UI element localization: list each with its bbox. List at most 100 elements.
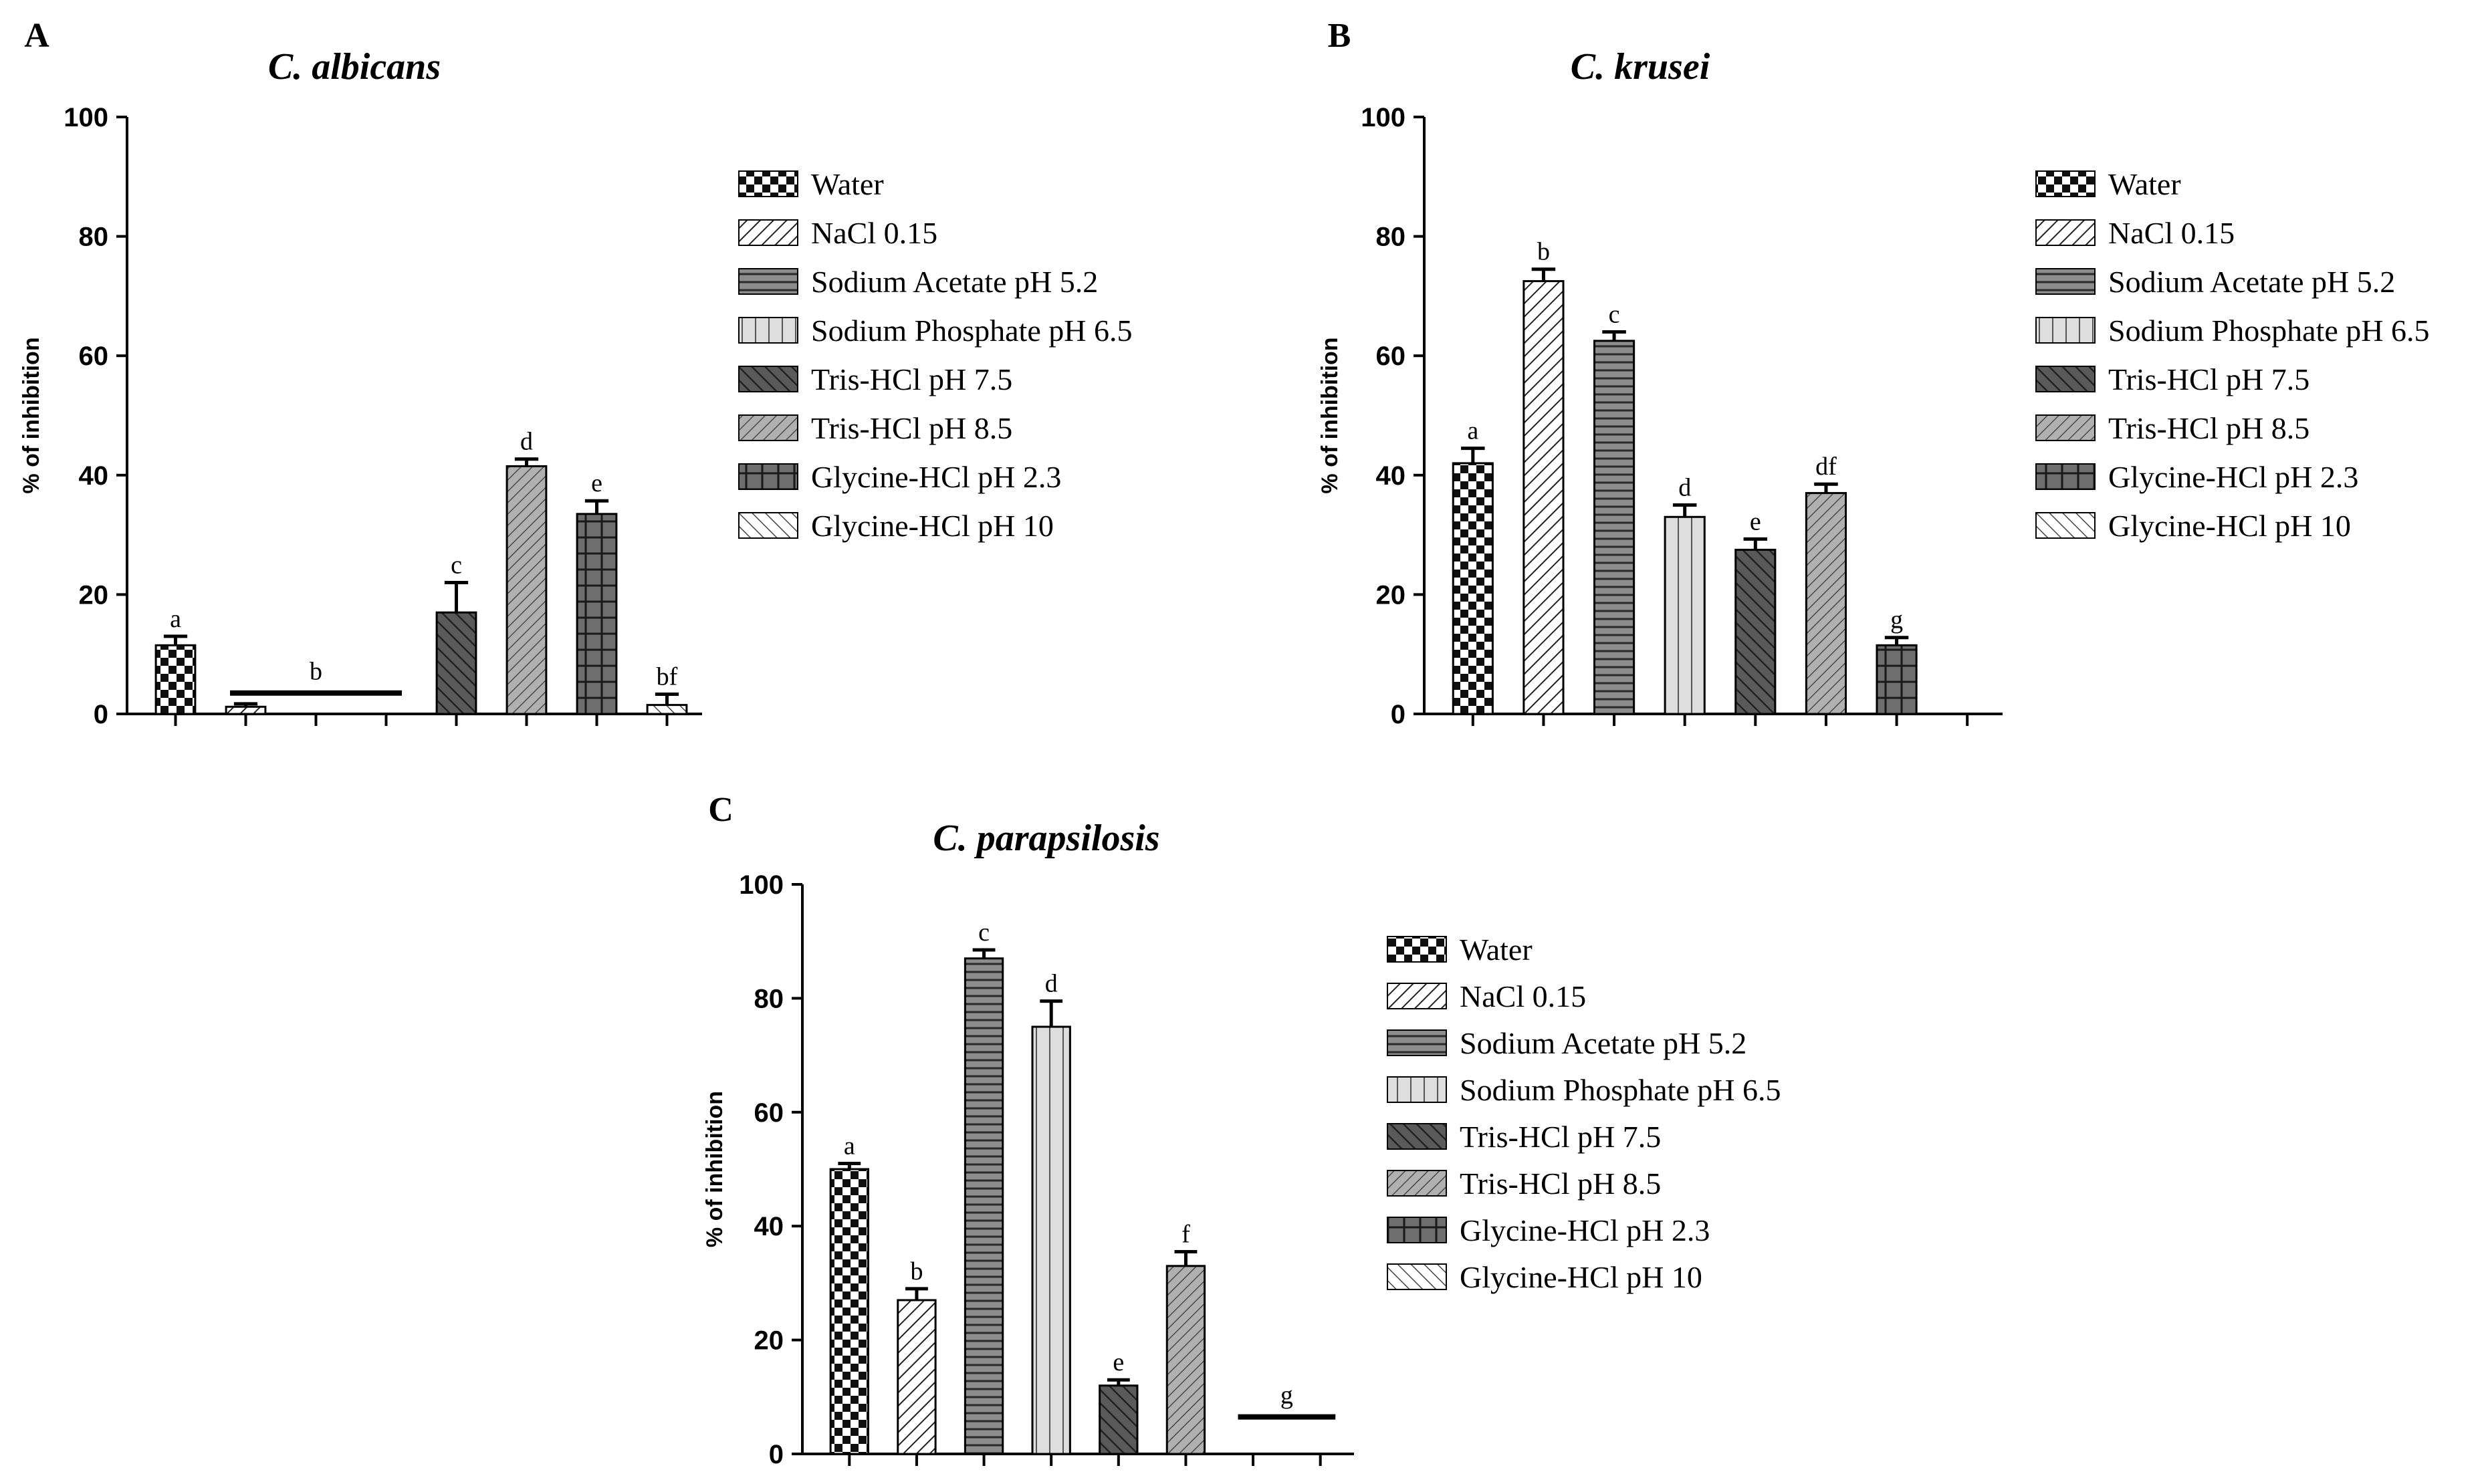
significance-label: g: [1280, 1382, 1293, 1410]
legend-swatch: [738, 512, 798, 539]
significance-label: e: [1750, 507, 1761, 535]
legend-swatch: [1387, 1029, 1447, 1056]
y-tick-label: 0: [94, 700, 108, 729]
legend-label: Glycine-HCl pH 2.3: [1460, 1213, 1710, 1247]
panel-a: A C. albicans % of inhibition 0 20 40 60 80 100 a…: [19, 17, 1132, 729]
legend-label: Glycine-HCl pH 10: [811, 509, 1054, 543]
y-tick-label: 40: [754, 1212, 784, 1241]
bar: [154, 644, 197, 715]
legend-label: Water: [811, 167, 884, 201]
legend-label: Glycine-HCl pH 2.3: [811, 460, 1061, 494]
legend-swatch: [738, 366, 798, 392]
panel-letter: A: [24, 17, 49, 55]
legend-label: Sodium Phosphate pH 6.5: [2108, 314, 2429, 348]
y-tick-label: 20: [79, 580, 109, 610]
y-tick-label: 40: [79, 461, 109, 491]
y-tick-label: 20: [1376, 580, 1406, 610]
y-axis-label: % of inhibition: [1317, 337, 1343, 493]
significance-label: c: [978, 918, 990, 947]
significance-label: bf: [657, 663, 678, 691]
legend-swatch: [2035, 512, 2096, 539]
significance-label: a: [170, 605, 181, 633]
y-axis-label: % of inhibition: [702, 1091, 727, 1247]
y-tick-label: 80: [754, 984, 784, 1013]
legend-label: Glycine-HCl pH 10: [2108, 509, 2351, 543]
legend-swatch: [738, 414, 798, 441]
y-tick-label: 60: [1376, 342, 1406, 371]
significance-label: df: [1815, 453, 1837, 481]
legend-swatch: [2035, 414, 2096, 441]
legend-label: Tris-HCl pH 8.5: [811, 411, 1012, 445]
significance-label: a: [844, 1132, 855, 1160]
bar: [1734, 548, 1777, 715]
y-tick-label: 80: [1376, 223, 1406, 252]
significance-label: e: [591, 469, 602, 497]
legend-label: NaCl 0.15: [1460, 979, 1586, 1013]
y-tick-label: 100: [1361, 103, 1405, 132]
chart-title: C. parapsilosis: [933, 818, 1159, 859]
legend-label: Sodium Acetate pH 5.2: [811, 265, 1098, 299]
legend-label: Glycine-HCl pH 2.3: [2108, 460, 2358, 494]
legend-label: NaCl 0.15: [811, 216, 937, 250]
y-tick-label: 60: [754, 1098, 784, 1128]
bar: [1165, 1265, 1206, 1455]
bar: [1664, 515, 1706, 715]
legend-swatch: [2035, 463, 2096, 490]
chart-title: C. krusei: [1571, 46, 1710, 88]
significance-label: d: [520, 428, 533, 456]
panel-c: C C. parapsilosis % of inhibition 0 20 40 60 80…: [702, 791, 1781, 1469]
legend-label: Tris-HCl pH 8.5: [1460, 1166, 1661, 1201]
legend-label: Glycine-HCl pH 10: [1460, 1260, 1702, 1294]
significance-label: b: [1537, 238, 1550, 266]
panel-b: B C. krusei % of inhibition 0 20 40 60 80 100 a b c…: [1317, 17, 2429, 729]
legend-label: Tris-HCl pH 8.5: [2108, 411, 2309, 445]
significance-label: f: [1181, 1221, 1190, 1249]
legend-swatch: [2035, 170, 2096, 197]
legend-swatch: [738, 219, 798, 246]
significance-label: a: [1467, 417, 1478, 445]
legend-swatch: [738, 463, 798, 490]
chart-title: C. albicans: [268, 46, 441, 88]
legend-label: Sodium Phosphate pH 6.5: [811, 314, 1132, 348]
legend-label: Sodium Phosphate pH 6.5: [1460, 1073, 1781, 1107]
significance-label: b: [310, 658, 322, 686]
bar: [1805, 492, 1847, 715]
bar: [1593, 340, 1635, 715]
legend-swatch: [1387, 1217, 1447, 1243]
y-tick-label: 80: [79, 223, 109, 252]
significance-label: c: [1609, 300, 1620, 328]
legend-swatch: [1387, 983, 1447, 1009]
significance-label: g: [1890, 606, 1903, 634]
y-tick-label: 20: [754, 1326, 784, 1356]
legend-swatch: [1387, 1123, 1447, 1150]
bar: [1876, 644, 1918, 715]
bar: [576, 513, 618, 715]
bar: [964, 957, 1004, 1455]
y-axis-label: % of inhibition: [19, 337, 44, 493]
legend-swatch: [738, 170, 798, 197]
significance-label: e: [1113, 1348, 1124, 1376]
y-tick-label: 60: [79, 342, 109, 371]
legend-label: Sodium Acetate pH 5.2: [1460, 1026, 1746, 1060]
legend-swatch: [1387, 1263, 1447, 1290]
legend-swatch: [1387, 1170, 1447, 1197]
legend-swatch: [2035, 366, 2096, 392]
legend-label: Tris-HCl pH 7.5: [2108, 362, 2309, 396]
bar: [829, 1168, 869, 1455]
legend-swatch: [738, 268, 798, 295]
bar: [897, 1299, 937, 1455]
significance-label: d: [1678, 473, 1691, 501]
panel-letter: C: [708, 791, 734, 829]
bar: [646, 704, 688, 715]
legend-swatch: [738, 317, 798, 344]
legend-label: Water: [2108, 167, 2181, 201]
legend-swatch: [2035, 219, 2096, 246]
bar: [1031, 1025, 1071, 1455]
legend-swatch: [1387, 936, 1447, 963]
bar: [1099, 1384, 1139, 1455]
y-tick-label: 0: [1391, 700, 1405, 729]
legend-label: NaCl 0.15: [2108, 216, 2235, 250]
panel-letter: B: [1328, 17, 1351, 55]
legend-label: Sodium Acetate pH 5.2: [2108, 265, 2395, 299]
